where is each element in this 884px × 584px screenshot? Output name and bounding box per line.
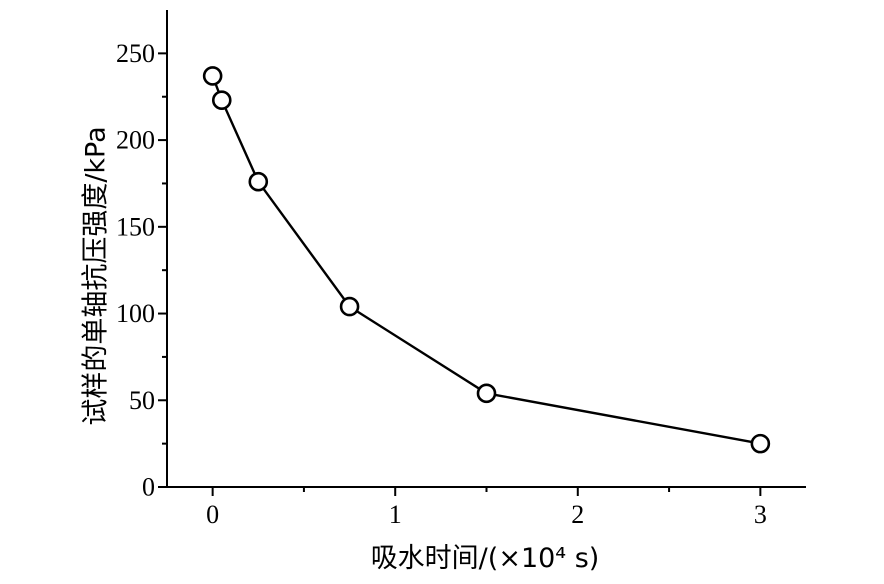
y-tick-label: 150 bbox=[116, 212, 155, 241]
x-tick-label: 1 bbox=[389, 500, 402, 529]
data-points bbox=[202, 66, 771, 454]
plot-area: 0 50 100 150 200 250 0 1 2 3 bbox=[116, 10, 806, 529]
data-point bbox=[339, 296, 360, 317]
data-point bbox=[248, 171, 269, 192]
y-axis-title: 试样的单轴抗压强度/kPa bbox=[81, 126, 112, 425]
data-point bbox=[211, 90, 232, 110]
data-point bbox=[476, 383, 497, 404]
y-tick-label: 0 bbox=[142, 473, 155, 502]
x-tick-label: 0 bbox=[206, 500, 219, 529]
x-axis-title: 吸水时间/(×10⁴ s) bbox=[371, 543, 600, 574]
data-point bbox=[202, 66, 223, 86]
y-axis-ticks: 0 50 100 150 200 250 bbox=[116, 39, 167, 502]
y-tick-label: 100 bbox=[116, 299, 155, 328]
y-tick-label: 200 bbox=[116, 126, 155, 155]
y-tick-label: 250 bbox=[116, 39, 155, 68]
x-axis-ticks: 0 1 2 3 bbox=[206, 487, 767, 529]
x-tick-label: 2 bbox=[571, 500, 584, 529]
x-tick-label: 3 bbox=[754, 500, 767, 529]
y-tick-label: 50 bbox=[129, 386, 155, 415]
data-point bbox=[750, 433, 771, 454]
